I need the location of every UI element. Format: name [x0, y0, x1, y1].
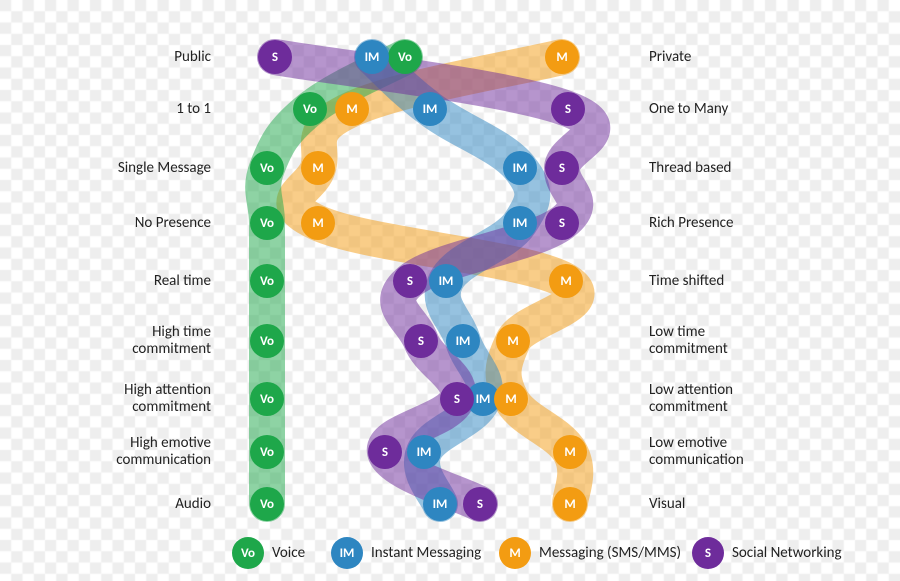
- node-M-row-6: M: [494, 382, 528, 416]
- label-left-7: High emotivecommunication: [81, 435, 211, 470]
- node-M-row-2: M: [301, 151, 335, 185]
- node-IM-row-0: IM: [355, 40, 389, 74]
- label-left-1: 1 to 1: [81, 101, 211, 118]
- node-S-row-6: S: [440, 382, 474, 416]
- legend-Vo: Vo Voice: [232, 537, 305, 569]
- legend-IM: IM Instant Messaging: [331, 537, 481, 569]
- node-M-row-0: M: [545, 40, 579, 74]
- node-Vo-row-8: Vo: [250, 487, 284, 521]
- label-left-2: Single Message: [81, 160, 211, 177]
- legend-label-IM: Instant Messaging: [371, 544, 481, 562]
- legend-M: M Messaging (SMS/MMS): [499, 537, 681, 569]
- node-S-row-4: S: [393, 264, 427, 298]
- label-left-6: High attentioncommitment: [81, 382, 211, 417]
- node-S-row-5: S: [404, 324, 438, 358]
- node-IM-row-8: IM: [423, 487, 457, 521]
- label-left-5: High timecommitment: [81, 324, 211, 359]
- node-M-row-3: M: [301, 206, 335, 240]
- node-Vo-row-0: Vo: [388, 40, 422, 74]
- node-Vo-row-3: Vo: [250, 206, 284, 240]
- node-S-row-7: S: [368, 435, 402, 469]
- diagram-stage: Public Private 1 to 1 One to Many Single Mes…: [0, 0, 900, 581]
- node-IM-row-2: IM: [503, 151, 537, 185]
- legend-S: S Social Networking: [692, 537, 842, 569]
- node-S-row-0: S: [258, 40, 292, 74]
- label-right-7: Low emotivecommunication: [649, 435, 779, 470]
- label-right-5: Low timecommitment: [649, 324, 779, 359]
- node-Vo-row-1: Vo: [293, 92, 327, 126]
- node-Vo-row-2: Vo: [250, 151, 284, 185]
- node-M-row-8: M: [553, 487, 587, 521]
- node-S-row-3: S: [545, 206, 579, 240]
- label-right-0: Private: [649, 49, 779, 66]
- legend-dot-Vo: Vo: [232, 537, 264, 569]
- legend-dot-S: S: [692, 537, 724, 569]
- node-IM-row-5: IM: [446, 324, 480, 358]
- node-S-row-2: S: [545, 151, 579, 185]
- node-IM-row-1: IM: [413, 92, 447, 126]
- legend-dot-IM: IM: [331, 537, 363, 569]
- node-IM-row-7: IM: [407, 435, 441, 469]
- label-right-2: Thread based: [649, 160, 779, 177]
- node-M-row-4: M: [549, 264, 583, 298]
- node-M-row-1: M: [335, 92, 369, 126]
- label-left-0: Public: [81, 49, 211, 66]
- legend-label-M: Messaging (SMS/MMS): [539, 544, 681, 562]
- node-Vo-row-7: Vo: [250, 435, 284, 469]
- label-left-8: Audio: [81, 496, 211, 513]
- node-Vo-row-6: Vo: [250, 382, 284, 416]
- node-M-row-7: M: [553, 435, 587, 469]
- node-S-row-1: S: [551, 92, 585, 126]
- label-right-3: Rich Presence: [649, 215, 779, 232]
- legend-label-S: Social Networking: [732, 544, 842, 562]
- label-right-1: One to Many: [649, 101, 779, 118]
- label-right-6: Low attentioncommitment: [649, 382, 779, 417]
- node-Vo-row-4: Vo: [250, 264, 284, 298]
- label-left-4: Real time: [81, 273, 211, 290]
- legend-label-Vo: Voice: [272, 544, 305, 562]
- node-IM-row-4: IM: [429, 264, 463, 298]
- label-right-4: Time shifted: [649, 273, 779, 290]
- legend-dot-M: M: [499, 537, 531, 569]
- node-S-row-8: S: [463, 487, 497, 521]
- label-right-8: Visual: [649, 496, 779, 513]
- label-left-3: No Presence: [81, 215, 211, 232]
- node-M-row-5: M: [496, 324, 530, 358]
- node-Vo-row-5: Vo: [250, 324, 284, 358]
- node-IM-row-3: IM: [503, 206, 537, 240]
